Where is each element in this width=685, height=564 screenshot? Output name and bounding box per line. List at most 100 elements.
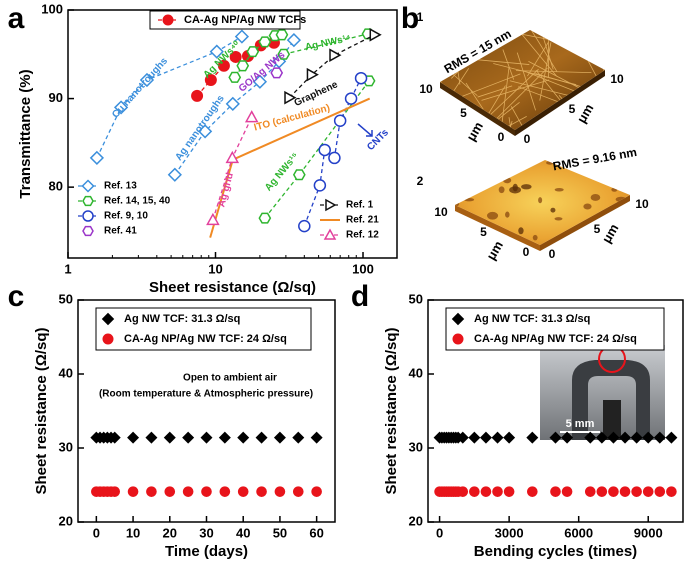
marker [244, 110, 259, 123]
spot [474, 185, 480, 191]
marker [630, 431, 643, 444]
nanowire [516, 70, 592, 74]
spot [509, 186, 521, 194]
axis-tick-label: 10 [635, 197, 649, 211]
marker [607, 431, 620, 444]
spot [554, 188, 564, 192]
y-tick-label: 50 [59, 291, 73, 306]
nanowire [572, 39, 599, 56]
spot [609, 169, 614, 177]
series-line [288, 34, 375, 99]
marker [311, 486, 322, 497]
spot [532, 234, 538, 241]
marker [480, 486, 492, 497]
nanowire [541, 34, 554, 70]
marker [237, 486, 249, 497]
annotation: CNTs [365, 127, 391, 153]
marker [237, 431, 250, 444]
legend-label: Ref. 21 [346, 215, 379, 226]
marker [145, 431, 158, 444]
marker [109, 486, 121, 497]
marker [229, 50, 242, 63]
marker [323, 228, 337, 240]
inset-photo [540, 345, 665, 440]
marker [197, 124, 213, 139]
marker [255, 431, 268, 444]
spot [538, 197, 543, 204]
marker [162, 14, 174, 26]
marker [89, 150, 105, 166]
y-tick-label: 40 [409, 365, 423, 380]
legend-label: Ag NW TCF: 31.3 Ω/sq [474, 313, 590, 325]
y-tick-label: 30 [59, 439, 73, 454]
spot [518, 227, 524, 235]
marker [468, 431, 481, 444]
annotation: ITO (calculation) [253, 103, 331, 134]
annotation: Cu nanotroughs [110, 55, 170, 120]
x-tick-label: 6000 [564, 525, 593, 540]
legend-label: Ref. 9, 10 [104, 211, 148, 222]
marker [492, 486, 503, 497]
spot [611, 187, 618, 192]
marker [503, 431, 516, 444]
plot-frame [67, 9, 398, 259]
x-tick-label: 30 [199, 525, 213, 540]
marker [284, 90, 297, 105]
legend-label: CA-Ag NP/Ag NW TCFs [184, 14, 306, 26]
nanowire [518, 86, 561, 103]
marker [139, 72, 155, 88]
spot [456, 178, 465, 185]
spot [486, 211, 499, 220]
axis-unit: μm [574, 101, 597, 125]
annotation: Ag grid [216, 172, 236, 209]
y-tick-label: 30 [409, 439, 423, 454]
marker [146, 486, 157, 497]
marker [642, 486, 654, 497]
marker [200, 431, 213, 444]
spot [550, 207, 556, 213]
marker [225, 150, 240, 164]
marker [527, 486, 538, 497]
x-axis-title: Time (days) [165, 543, 248, 560]
marker [163, 431, 176, 444]
spot [590, 194, 601, 201]
nanowire [601, 60, 605, 120]
marker [206, 212, 220, 226]
marker [127, 486, 139, 497]
spot [554, 217, 563, 221]
marker [108, 431, 121, 444]
marker [328, 151, 341, 165]
marker [561, 486, 573, 497]
marker [167, 167, 182, 182]
axis-unit: μm [463, 119, 486, 143]
y-tick-label: 50 [409, 291, 423, 306]
marker [479, 431, 492, 444]
marker [642, 431, 655, 444]
marker [666, 486, 677, 497]
nanowire [477, 85, 513, 98]
axis-unit: μm [599, 221, 622, 245]
spot [505, 211, 510, 218]
nanowire [516, 52, 537, 111]
marker [631, 486, 642, 497]
axis-tick-label: 10 [610, 72, 624, 86]
marker [256, 486, 267, 497]
marker [608, 486, 619, 497]
marker [549, 431, 562, 444]
spot [622, 229, 630, 234]
marker [102, 333, 114, 345]
marker [329, 48, 342, 62]
x-tick-label: 3000 [495, 525, 524, 540]
marker [665, 431, 678, 444]
marker [82, 210, 94, 222]
marker [275, 29, 289, 41]
nanowire [510, 106, 554, 130]
panel-label: b [401, 2, 419, 35]
marker [127, 431, 140, 444]
marker [654, 486, 666, 497]
marker [82, 225, 94, 237]
nanowire [488, 68, 539, 118]
marker [318, 143, 331, 157]
x-axis-title: Bending cycles (times) [474, 543, 637, 560]
nanowire [502, 49, 515, 80]
